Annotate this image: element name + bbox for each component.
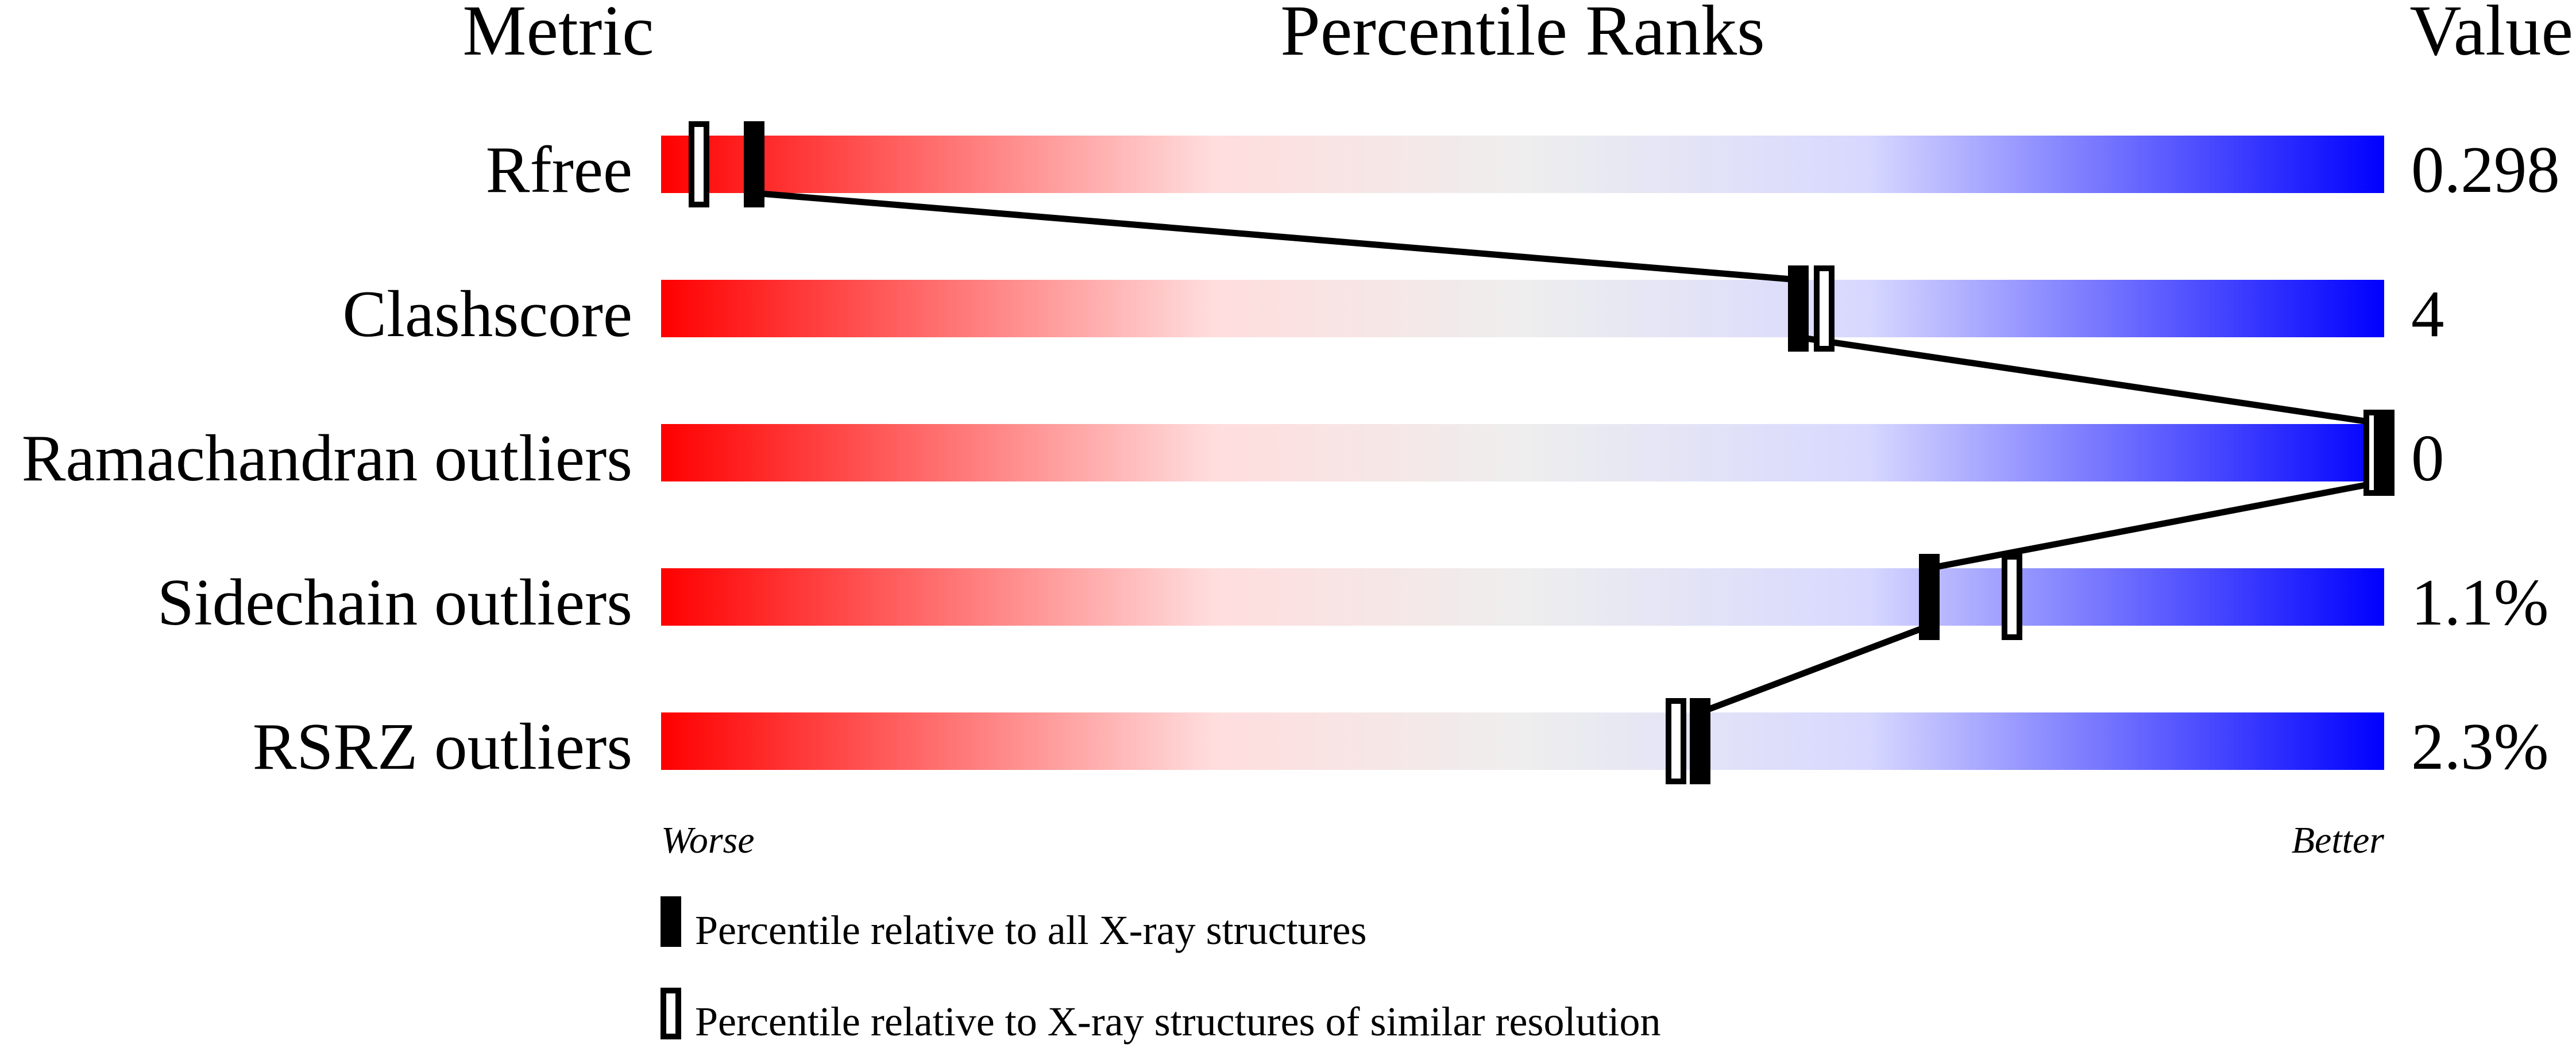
metric-label: Rfree — [486, 133, 632, 206]
all-xray-marker — [2374, 410, 2395, 496]
connector-segment — [1798, 334, 2385, 427]
all-xray-marker — [744, 121, 764, 207]
better-label: Better — [2292, 819, 2385, 861]
header-percentile-ranks: Percentile Ranks — [1280, 0, 1765, 71]
percentile-bar — [661, 568, 2384, 626]
percentile-bar — [661, 280, 2384, 337]
legend-open-marker — [661, 988, 681, 1039]
connector-segment — [754, 190, 1799, 283]
metric-value: 0 — [2411, 422, 2444, 495]
similar-resolution-marker — [2002, 554, 2022, 640]
metric-label: RSRZ outliers — [253, 710, 632, 783]
metric-label: Clashscore — [342, 278, 632, 350]
legend: Percentile relative to all X-ray structu… — [661, 896, 1660, 1045]
legend-label-all: Percentile relative to all X-ray structu… — [695, 907, 1367, 953]
percentile-bar — [661, 136, 2384, 193]
percentile-bar — [661, 424, 2384, 481]
metric-label: Sidechain outliers — [157, 566, 632, 639]
legend-label-similar: Percentile relative to X-ray structures … — [695, 999, 1660, 1045]
connector-segment — [1699, 622, 1930, 716]
similar-resolution-marker — [1666, 698, 1686, 784]
percentile-bar — [661, 712, 2384, 770]
all-xray-marker — [1690, 698, 1710, 784]
all-xray-marker — [1919, 554, 1940, 640]
header-metric: Metric — [462, 0, 654, 71]
metric-value: 1.1% — [2411, 566, 2549, 639]
metric-value: 2.3% — [2411, 710, 2549, 783]
metric-value: 4 — [2411, 278, 2444, 350]
similar-resolution-marker — [689, 121, 709, 207]
worse-label: Worse — [661, 819, 755, 861]
header-value: Value — [2409, 0, 2573, 71]
similar-resolution-marker — [1814, 265, 1835, 352]
metric-label: Ramachandran outliers — [22, 422, 632, 495]
all-xray-marker — [1788, 265, 1809, 352]
legend-filled-marker — [661, 896, 681, 947]
connector-segment — [1928, 478, 2385, 572]
metric-value: 0.298 — [2411, 133, 2560, 206]
connector-line — [754, 190, 2385, 716]
